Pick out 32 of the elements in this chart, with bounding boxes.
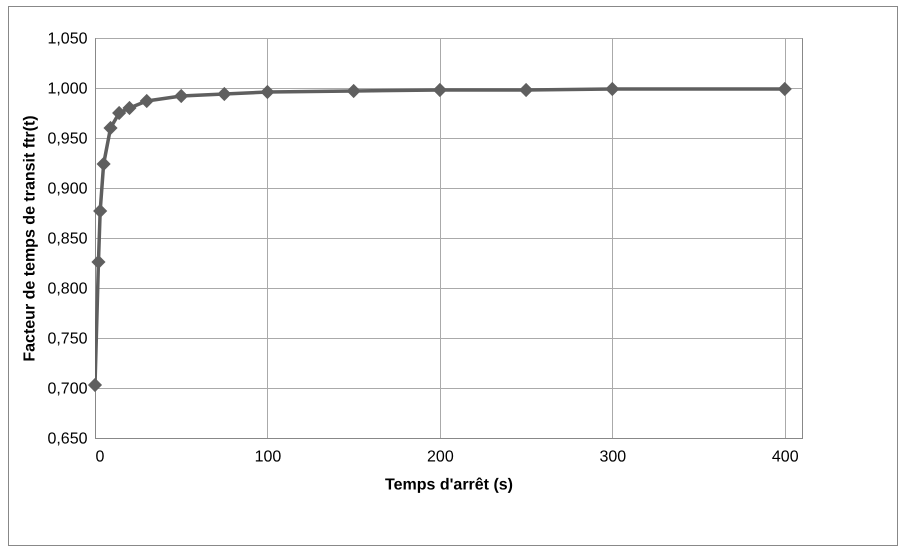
point	[432, 82, 447, 98]
x-tick-label: 200	[427, 448, 454, 466]
x-tick-label: 0	[96, 448, 104, 466]
x-tick-label: 100	[254, 448, 282, 466]
y-tick-label: 0,800	[47, 280, 88, 298]
point	[260, 84, 275, 100]
y-tick-label: 1,000	[47, 80, 88, 98]
point	[778, 82, 792, 96]
point	[140, 94, 154, 108]
y-tick-label: 0,950	[47, 130, 88, 148]
point	[605, 82, 620, 96]
y-tick-label: 0,900	[47, 180, 88, 198]
y-tick-label: 0,650	[47, 430, 88, 448]
y-axis-title: Facteur de temps de transit ftr(t)	[21, 115, 38, 362]
point	[217, 86, 232, 102]
point	[93, 204, 108, 218]
point	[122, 100, 137, 116]
point	[91, 254, 106, 270]
point	[346, 84, 361, 98]
point	[88, 378, 102, 392]
point	[112, 106, 126, 120]
point	[519, 82, 534, 98]
point	[103, 120, 118, 136]
x-tick-label: 400	[772, 448, 799, 466]
y-tick-label: 0,750	[47, 330, 88, 348]
y-tick-label: 0,700	[47, 380, 88, 398]
x-axis-title: Temps d'arrêt (s)	[385, 476, 513, 494]
x-tick-label: 300	[599, 448, 626, 466]
y-tick-label: 0,850	[47, 230, 88, 248]
point	[174, 88, 188, 104]
point	[96, 156, 111, 172]
y-tick-label: 1,050	[47, 30, 88, 48]
